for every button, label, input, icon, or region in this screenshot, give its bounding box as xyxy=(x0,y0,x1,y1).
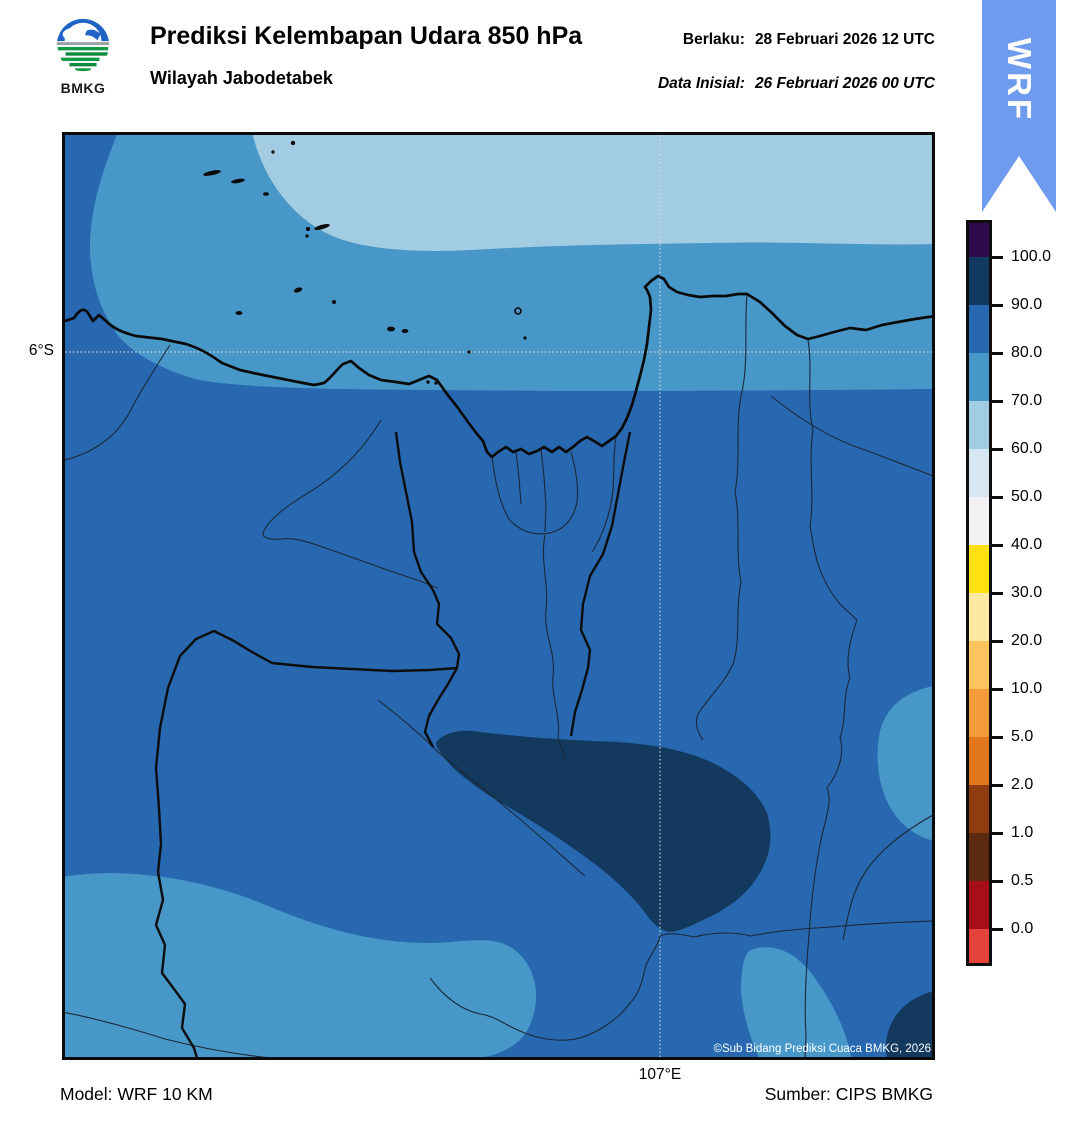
colorbar-tick-label: 5.0 xyxy=(1011,728,1034,745)
colorbar-segment xyxy=(969,545,989,593)
colorbar-segment xyxy=(969,449,989,497)
colorbar-tick-label: 90.0 xyxy=(1011,296,1043,313)
colorbar-segment xyxy=(969,593,989,641)
colorbar-segment xyxy=(969,497,989,545)
colorbar-tick-label: 60.0 xyxy=(1011,440,1043,457)
colorbar-tick xyxy=(990,400,1003,403)
map-copyright: ©Sub Bidang Prediksi Cuaca BMKG, 2026 xyxy=(713,1043,931,1055)
colorbar-tick-label: 0.0 xyxy=(1011,920,1034,937)
colorbar-tick xyxy=(990,832,1003,835)
colorbar-tick xyxy=(990,352,1003,355)
colorbar-tick-label: 10.0 xyxy=(1011,680,1043,697)
source-label: Sumber: CIPS BMKG xyxy=(764,1084,933,1104)
colorbar-tick xyxy=(990,640,1003,643)
map-frame: ©Sub Bidang Prediksi Cuaca BMKG, 2026 xyxy=(62,132,935,1060)
colorbar-segment xyxy=(969,833,989,881)
colorbar-segment xyxy=(969,257,989,305)
colorbar-tick xyxy=(990,544,1003,547)
colorbar-segment xyxy=(969,305,989,353)
region-subtitle: Wilayah Jabodetabek xyxy=(150,68,333,88)
colorbar-tick xyxy=(990,304,1003,307)
initial-data-value: 26 Februari 2026 00 UTC xyxy=(754,75,935,92)
colorbar-segment xyxy=(969,223,989,257)
lon-tick-label: 107°E xyxy=(638,1066,682,1083)
colorbar-segment xyxy=(969,641,989,689)
wrf-ribbon-shape xyxy=(982,0,1056,212)
colorbar-segment xyxy=(969,737,989,785)
rh-region-90-100-central xyxy=(435,730,771,932)
rh-region-70-80-east xyxy=(877,686,932,841)
initial-data-time: Data Inisial: 26 Februari 2026 00 UTC xyxy=(658,75,935,93)
colorbar-tick-label: 1.0 xyxy=(1011,824,1034,841)
graticule xyxy=(65,135,932,1057)
bmkg-logo xyxy=(56,18,110,72)
rh-region-70-80-southwest xyxy=(65,873,537,1057)
colorbar-segment xyxy=(969,929,989,963)
wrf-ribbon-label: WRF xyxy=(1001,37,1039,123)
lat-tick-label: 6°S xyxy=(28,342,54,359)
colorbar-tick-label: 100.0 xyxy=(1011,248,1052,265)
colorbar-tick xyxy=(990,784,1003,787)
wrf-ribbon xyxy=(982,0,1056,212)
colorbar-tick xyxy=(990,448,1003,451)
colorbar-scale xyxy=(966,220,992,966)
colorbar-tick-label: 80.0 xyxy=(1011,344,1043,361)
colorbar-tick xyxy=(990,592,1003,595)
admin-boundaries-thick xyxy=(154,431,632,1057)
rh-region-60-70-north xyxy=(252,135,932,251)
colorbar-tick xyxy=(990,688,1003,691)
colorbar-tick-label: 40.0 xyxy=(1011,536,1043,553)
colorbar-tick xyxy=(990,496,1003,499)
colorbar-tick-label: 20.0 xyxy=(1011,632,1043,649)
colorbar-segment xyxy=(969,881,989,929)
rh-region-90-100-corner xyxy=(885,991,932,1057)
colorbar-segment xyxy=(969,401,989,449)
valid-time-value: 28 Februari 2026 12 UTC xyxy=(754,31,935,48)
colorbar-tick xyxy=(990,256,1003,259)
valid-time-label: Berlaku: xyxy=(682,31,745,48)
colorbar-tick-label: 2.0 xyxy=(1011,776,1034,793)
valid-time: Berlaku: 28 Februari 2026 12 UTC xyxy=(683,31,935,49)
admin-boundaries-thin xyxy=(65,293,932,1057)
colorbar-segment xyxy=(969,689,989,737)
colorbar-tick-label: 50.0 xyxy=(1011,488,1043,505)
initial-data-label: Data Inisial: xyxy=(657,75,745,92)
colorbar-tick xyxy=(990,928,1003,931)
bmkg-logo-caption: BMKG xyxy=(60,80,106,96)
page-title: Prediksi Kelembapan Udara 850 hPa xyxy=(150,22,583,50)
colorbar-tick-label: 0.5 xyxy=(1011,872,1034,889)
colorbar-tick-label: 30.0 xyxy=(1011,584,1043,601)
rh-region-70-80-southeast xyxy=(741,947,852,1057)
model-label: Model: WRF 10 KM xyxy=(60,1084,213,1104)
islands xyxy=(203,140,527,385)
colorbar-tick xyxy=(990,736,1003,739)
colorbar-tick xyxy=(990,880,1003,883)
colorbar: 100.0 90.0 80.0 70.0 60.0 50.0 40.0 30.0 20.0 10.… xyxy=(966,220,1081,966)
coastline xyxy=(65,274,932,459)
colorbar-segment xyxy=(969,785,989,833)
colorbar-tick-label: 70.0 xyxy=(1011,392,1043,409)
map-canvas: ©Sub Bidang Prediksi Cuaca BMKG, 2026 xyxy=(65,135,932,1057)
colorbar-segment xyxy=(969,353,989,401)
